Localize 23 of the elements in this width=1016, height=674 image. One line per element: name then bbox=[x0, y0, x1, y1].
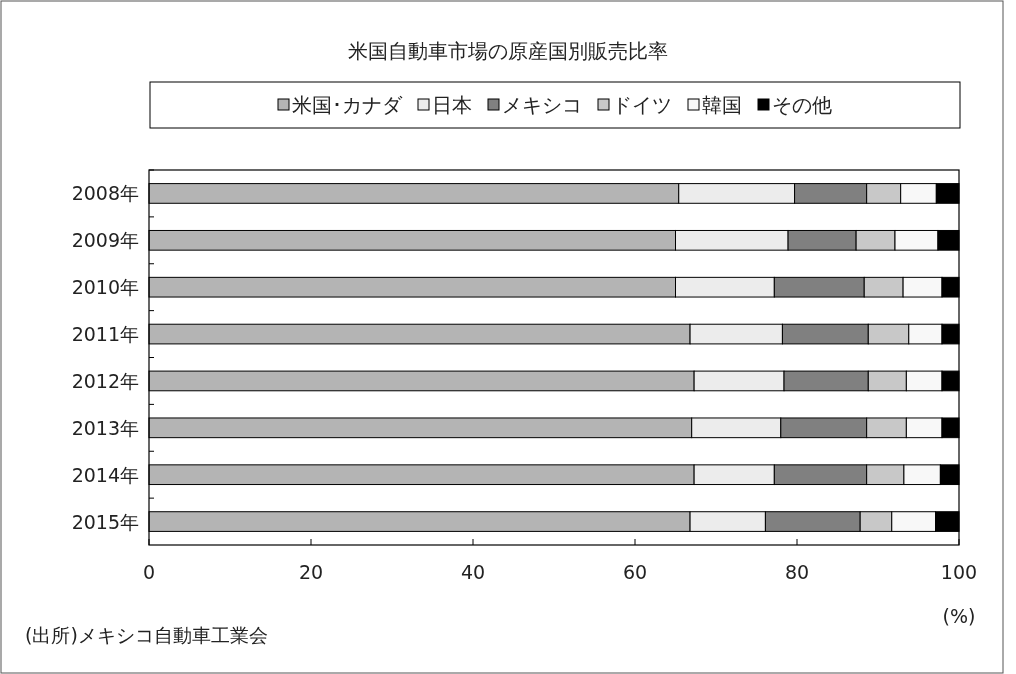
x-tick-label: 20 bbox=[298, 561, 324, 583]
legend-label: 日本 bbox=[432, 93, 472, 117]
x-tick-label: 40 bbox=[460, 561, 486, 583]
y-tick-label: 2008年 bbox=[71, 182, 139, 205]
y-tick-label: 2014年 bbox=[71, 463, 139, 486]
y-tick-label: 2010年 bbox=[71, 276, 139, 299]
text: (出所)メキシコ自動車工業会 bbox=[25, 624, 268, 646]
legend-label: ドイツ bbox=[612, 93, 672, 117]
y-tick-label: 2013年 bbox=[71, 416, 139, 439]
legend-label: メキシコ bbox=[502, 93, 582, 117]
y-tick-label: 2012年 bbox=[71, 369, 139, 392]
legend-label: 米国･カナダ bbox=[292, 93, 403, 117]
y-tick-label: 2009年 bbox=[71, 229, 139, 252]
x-tick-label: 100 bbox=[940, 561, 978, 583]
x-tick-label: 60 bbox=[622, 561, 648, 583]
x-tick-label: 0 bbox=[142, 561, 156, 583]
y-tick-label: 2015年 bbox=[71, 510, 139, 533]
legend-label: 韓国 bbox=[702, 93, 742, 117]
legend-label: その他 bbox=[772, 93, 832, 117]
x-tick-label: 80 bbox=[784, 561, 810, 583]
y-tick-label: 2011年 bbox=[71, 323, 139, 346]
x-axis-title: (%) bbox=[942, 605, 976, 627]
chart-title: 米国自動車市場の原産国別販売比率 bbox=[348, 39, 668, 63]
